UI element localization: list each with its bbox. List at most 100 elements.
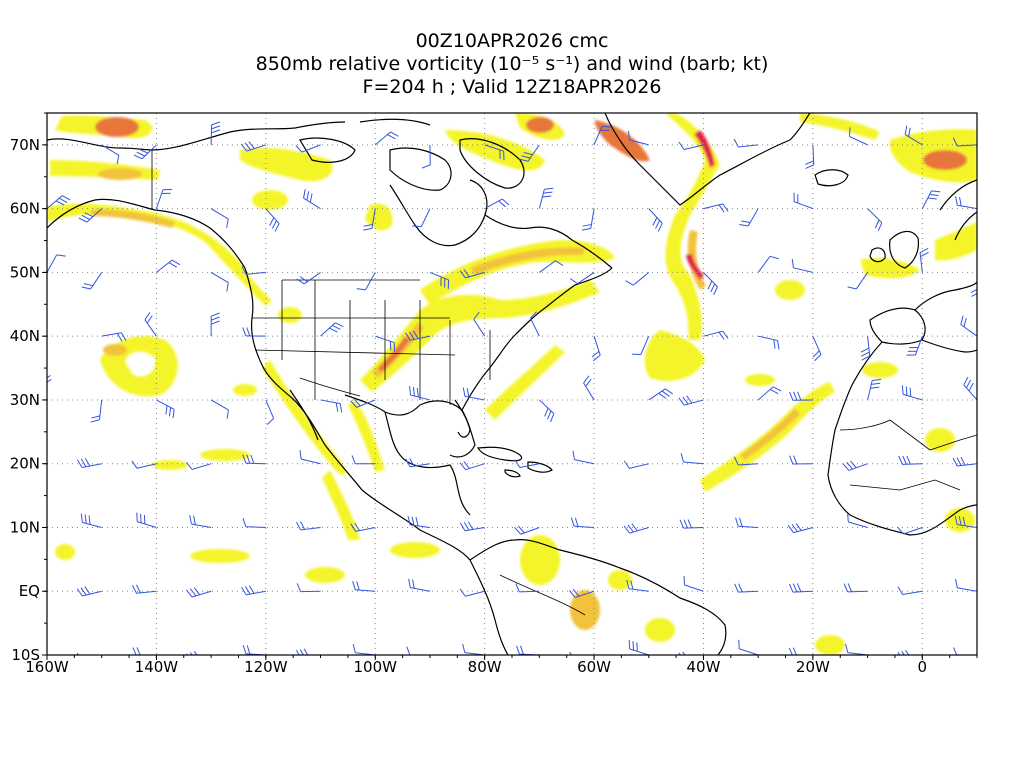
wind-barb-icon [210, 121, 221, 145]
lon-tick-label: 120W [244, 658, 288, 676]
wind-barb-icon [626, 579, 649, 592]
wind-barb-icon [405, 458, 431, 468]
wind-barb-icon [186, 462, 212, 470]
border [299, 377, 361, 397]
wind-barb-icon [901, 385, 923, 401]
wind-barb-icon [678, 141, 704, 151]
vorticity-band [485, 345, 565, 420]
wind-barb-icon [295, 648, 321, 655]
wind-barb-icon [539, 399, 555, 423]
wind-barb-icon [627, 130, 649, 146]
wind-barb-icon [683, 575, 704, 592]
vorticity-band [745, 374, 775, 386]
wind-barb-icon [593, 126, 611, 146]
wind-barb-icon [842, 460, 868, 471]
coastline [244, 267, 363, 491]
wind-barb-icon [625, 272, 650, 286]
wind-barb-icon [843, 583, 868, 593]
coastline [869, 247, 886, 263]
coastline [869, 307, 926, 345]
wind-barb-icon [516, 645, 540, 655]
vorticity-band [348, 400, 385, 472]
wind-barb-icon [757, 255, 779, 273]
wind-barb-icon [76, 586, 102, 597]
wind-barb-icon [405, 330, 431, 341]
wind-barb-icon [144, 312, 157, 337]
wind-barb-icon [189, 515, 212, 528]
vorticity-band [925, 428, 955, 452]
wind-barb-icon [734, 456, 759, 466]
wind-barb-icon [459, 461, 485, 471]
coastline [344, 394, 476, 458]
wind-barb-icon [242, 518, 266, 528]
wind-barb-icon [572, 450, 595, 465]
wind-barb-icon [789, 455, 813, 465]
wind-barb-icon [210, 208, 229, 228]
wind-barbs [47, 121, 977, 655]
wind-barb-icon [459, 588, 485, 597]
wind-barb-icon [897, 526, 923, 535]
border [254, 349, 456, 356]
wind-barb-icon [921, 190, 941, 209]
wind-barb-icon [952, 137, 977, 147]
wind-barb-icon [265, 399, 275, 425]
coastline [477, 446, 523, 462]
vorticity-band [687, 230, 706, 290]
wind-barb-icon [788, 583, 813, 593]
wind-barb-icon [473, 311, 486, 337]
border [849, 479, 961, 491]
coastline [459, 138, 525, 189]
wind-barb-icon [519, 144, 540, 162]
wind-barb-icon [953, 647, 977, 655]
wind-barb-icon [351, 455, 376, 465]
wind-barb-icon [847, 512, 868, 528]
wind-barb-icon [407, 516, 431, 528]
wind-barb-icon [409, 385, 431, 401]
lon-tick-label: 20W [796, 658, 830, 676]
vorticity-band [923, 150, 967, 170]
wind-barb-icon [356, 272, 376, 291]
wind-barb-icon [733, 138, 759, 148]
wind-barb-icon [867, 378, 882, 401]
vorticity-band [608, 570, 632, 590]
coastline [454, 399, 471, 438]
wind-barb-icon [631, 335, 650, 356]
longitude-labels: 160W 140W 120W 100W 80W 60W 40W 20W 0 [25, 658, 927, 676]
wind-barb-icon [583, 375, 595, 401]
wind-barb-icon [628, 639, 649, 655]
vorticity-band [190, 549, 250, 563]
vorticity-band [95, 117, 139, 137]
coastline [469, 559, 509, 655]
lat-tick-label: EQ [19, 582, 40, 600]
wind-barb-icon [374, 131, 399, 146]
wind-barb-icon [408, 578, 431, 592]
lat-tick-label: 10S [11, 646, 40, 664]
wind-barb-icon [131, 460, 157, 469]
vorticity-band [860, 258, 920, 279]
wind-barb-icon [539, 260, 564, 273]
coastlines [47, 113, 977, 655]
wind-barb-icon [906, 336, 923, 356]
wind-barb-icon [47, 254, 66, 273]
wind-barb-icon [679, 519, 704, 529]
vorticity-band [470, 247, 585, 275]
coastline [461, 267, 613, 411]
wind-barb-icon [242, 454, 266, 465]
vorticity-band [378, 336, 410, 372]
wind-barb-icon [919, 247, 929, 273]
vorticity-band [365, 203, 393, 231]
wind-barb-icon [241, 266, 266, 275]
wind-barb-icon [459, 521, 485, 532]
vorticity-band [98, 168, 142, 180]
wind-barb-icon [757, 386, 782, 401]
coastline [814, 169, 849, 187]
wind-barb-icon [734, 583, 759, 593]
graticule [47, 113, 977, 655]
wind-barb-icon [155, 188, 172, 209]
wind-barb-icon [295, 144, 321, 153]
axis-ticks [42, 112, 978, 660]
wind-barb-icon [963, 376, 977, 401]
wind-barb-icon [352, 643, 376, 655]
wind-barb-icon [459, 269, 485, 279]
vorticity-band [90, 209, 175, 228]
